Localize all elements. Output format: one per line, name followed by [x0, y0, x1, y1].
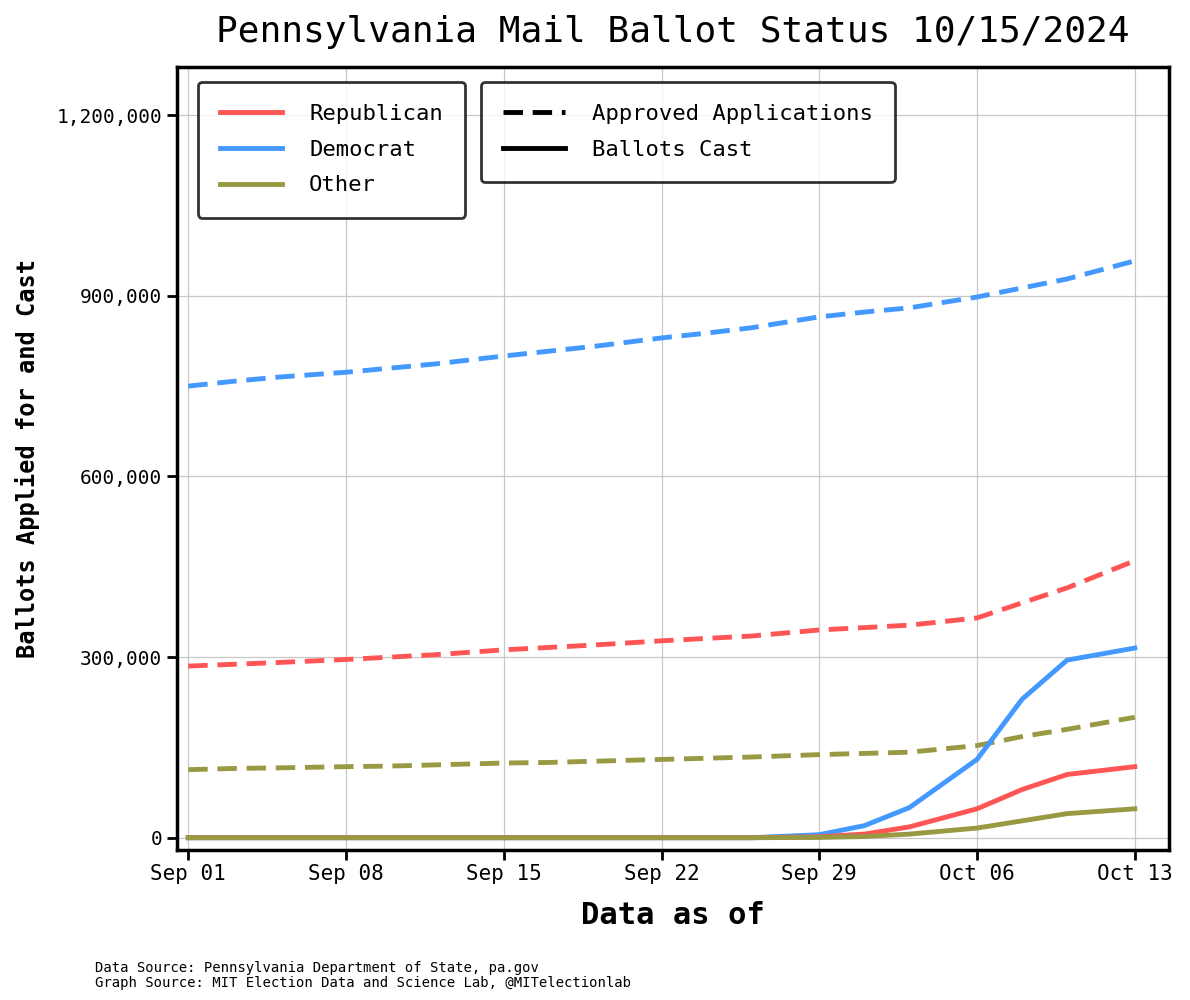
Y-axis label: Ballots Applied for and Cast: Ballots Applied for and Cast: [15, 259, 40, 658]
Text: Data Source: Pennsylvania Department of State, pa.gov: Data Source: Pennsylvania Department of …: [95, 961, 539, 975]
Legend: Approved Applications, Ballots Cast: Approved Applications, Ballots Cast: [481, 82, 895, 182]
Text: Graph Source: MIT Election Data and Science Lab, @MITelectionlab: Graph Source: MIT Election Data and Scie…: [95, 976, 631, 990]
X-axis label: Data as of: Data as of: [581, 901, 765, 930]
Title: Pennsylvania Mail Ballot Status 10/15/2024: Pennsylvania Mail Ballot Status 10/15/20…: [217, 15, 1129, 49]
